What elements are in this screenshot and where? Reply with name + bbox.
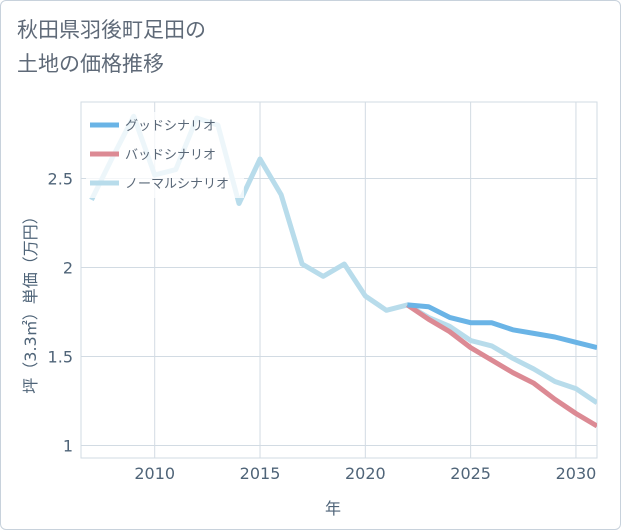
y-tick-label: 1	[63, 437, 73, 456]
series-line-1	[405, 302, 597, 429]
chart-title: 秋田県羽後町足田の 土地の価格推移	[17, 13, 206, 81]
legend-label: グッドシナリオ	[125, 119, 216, 134]
x-tick-label: 2015	[240, 464, 281, 483]
x-tick-label: 2010	[134, 464, 175, 483]
plot-frame	[80, 101, 598, 459]
chart-title-line1: 秋田県羽後町足田の	[17, 18, 206, 42]
y-axis-title: 坪（3.3㎡）単価（万円）	[21, 208, 40, 393]
legend-label: バッドシナリオ	[125, 148, 216, 163]
x-tick-label: 2020	[345, 464, 386, 483]
chart-title-line2: 土地の価格推移	[17, 52, 164, 76]
series-line-0	[407, 302, 597, 351]
x-tick-label: 2025	[450, 464, 491, 483]
y-tick-label: 2.5	[48, 170, 73, 189]
x-axis-title: 年	[325, 499, 341, 518]
y-tick-label: 2	[63, 259, 73, 278]
legend-label: ノーマルシナリオ	[125, 177, 229, 192]
x-tick-labels: 2010 2015 2020 2025 2030	[134, 464, 596, 483]
y-tick-label: 1.5	[48, 348, 73, 367]
x-tick-label: 2030	[556, 464, 597, 483]
y-tick-labels: 1 1.5 2 2.5	[48, 170, 73, 456]
